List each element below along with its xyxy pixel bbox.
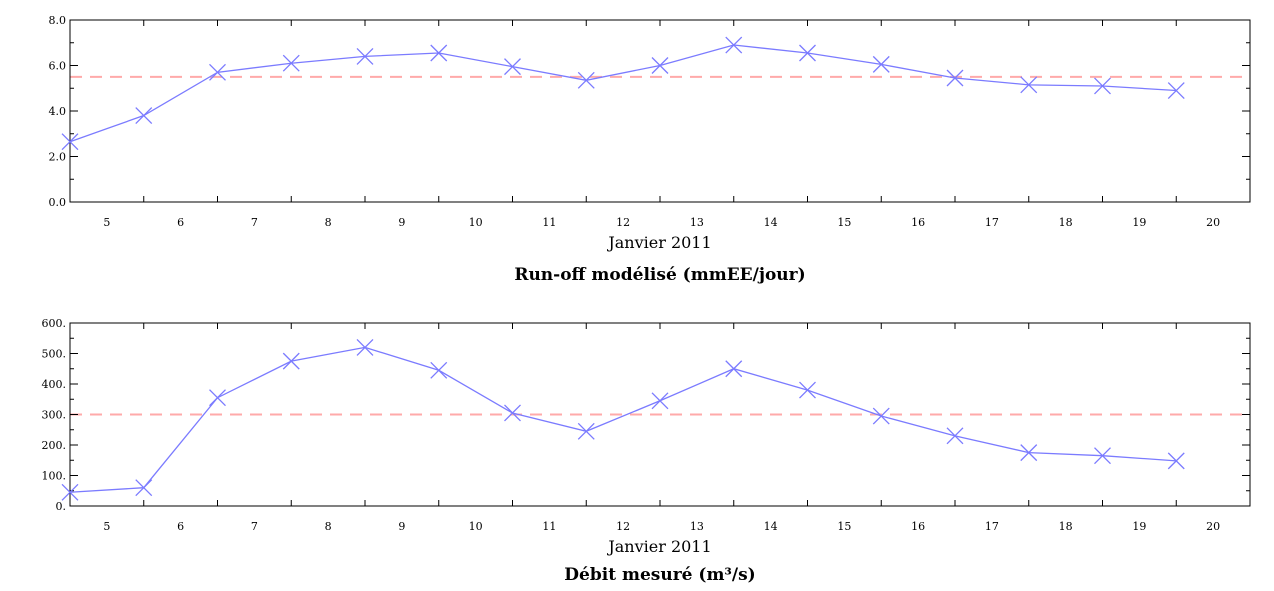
data-point-marker [209,389,226,407]
x-tick-label: 17 [985,520,999,533]
x-tick-label: 13 [690,520,704,533]
x-tick-label: 11 [542,520,556,533]
data-point-marker [430,361,448,379]
y-tick-label: 0.0 [49,196,67,209]
data-point-marker [725,360,743,378]
chart-title: Débit mesuré (m³/s) [564,565,755,585]
x-axis-label: Janvier 2011 [606,537,711,556]
panel-run-off: 5 6 7 8 9 10 11 12 13 14 15 16 17 18 19 20 0.0 2.0 4.0 6.0 8… [49,14,1251,285]
data-point-marker [946,427,964,445]
x-tick-label: 8 [325,520,332,533]
data-point-marker [872,55,890,73]
x-tick-label: 20 [1206,520,1220,533]
x-tick-label: 14 [764,216,778,229]
x-tick-label: 12 [616,520,630,533]
x-tick-label: 5 [103,216,110,229]
x-tick-label: 16 [911,520,925,533]
x-tick-label: 9 [398,216,405,229]
x-tick-label: 12 [616,216,630,229]
x-tick-label: 18 [1059,520,1073,533]
data-point-marker [799,381,816,399]
chart-title: Run-off modélisé (mmEE/jour) [514,265,805,285]
x-tick-label: 10 [469,216,483,229]
y-tick-label: 6.0 [49,60,67,73]
data-point-marker [504,58,521,76]
data-point-marker [209,63,226,81]
data-point-marker [282,352,300,370]
data-point-marker [430,44,448,62]
x-tick-label: 20 [1206,216,1220,229]
data-point-marker [1020,76,1038,94]
x-tick-label: 15 [837,520,851,533]
x-tick-label: 6 [177,520,184,533]
x-tick-label: 10 [469,520,483,533]
data-point-marker [725,36,743,54]
x-tick-label: 6 [177,216,184,229]
panel-debit: 5 6 7 8 9 10 11 12 13 14 15 16 17 18 19 200.100.200.300… [42,317,1251,585]
data-point-marker [282,54,300,72]
data-point-marker [1167,82,1185,99]
data-point-marker [577,422,595,440]
x-tick-label: 14 [764,520,778,533]
data-point-marker [504,404,521,422]
x-tick-label: 9 [398,520,405,533]
data-point-marker [1094,447,1111,465]
data-point-marker [651,57,669,74]
data-point-marker [135,107,153,125]
data-point-marker [356,338,374,356]
data-point-marker [799,44,816,62]
series-line [69,44,1177,143]
data-point-marker [1167,452,1185,470]
data-point-marker [946,69,964,87]
y-tick-label: 600. [42,317,67,330]
x-tick-label: 19 [1132,520,1146,533]
series-line [69,346,1177,493]
y-tick-label: 200. [42,439,67,452]
x-tick-label: 18 [1059,216,1073,229]
data-point-marker [1020,444,1038,462]
x-tick-label: 7 [251,520,258,533]
y-tick-label: 0. [56,500,67,513]
data-point-marker [356,47,374,65]
x-tick-label: 11 [542,216,556,229]
y-tick-label: 8.0 [49,14,67,27]
x-tick-label: 13 [690,216,704,229]
data-point-marker [61,483,79,501]
x-tick-label: 16 [911,216,925,229]
y-tick-label: 500. [42,348,67,361]
x-tick-label: 17 [985,216,999,229]
data-point-marker [1094,77,1111,95]
data-point-marker [872,407,890,425]
x-tick-label: 15 [837,216,851,229]
y-tick-label: 100. [42,470,67,483]
x-tick-label: 7 [251,216,258,229]
data-point-marker [577,71,595,89]
data-point-marker [135,479,153,497]
plot-frame [69,19,1251,203]
x-tick-label: 8 [325,216,332,229]
x-tick-label: 19 [1132,216,1146,229]
x-axis-label: Janvier 2011 [606,233,711,252]
y-tick-label: 4.0 [49,105,67,118]
data-point-marker [651,392,669,410]
y-tick-label: 300. [42,409,67,422]
data-point-marker [61,133,79,151]
y-tick-label: 400. [42,378,67,391]
y-tick-label: 2.0 [49,151,67,164]
x-tick-label: 5 [103,520,110,533]
